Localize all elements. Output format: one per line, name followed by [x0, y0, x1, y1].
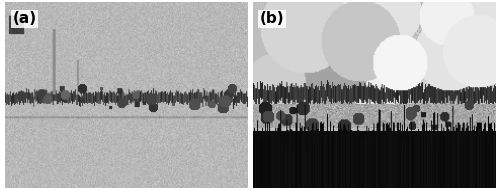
Text: (b): (b)	[260, 11, 284, 26]
Text: (a): (a)	[12, 11, 36, 26]
